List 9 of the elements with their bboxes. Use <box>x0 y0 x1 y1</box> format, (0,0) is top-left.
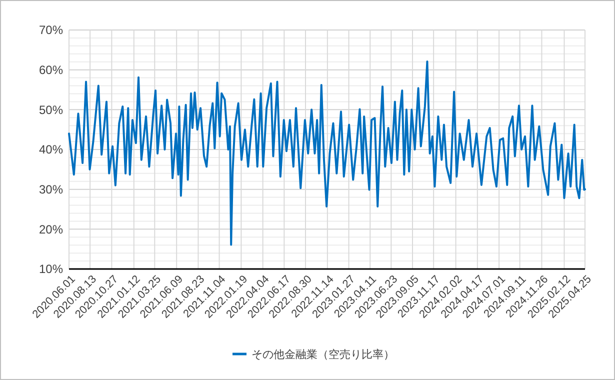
y-tick-label: 30% <box>38 182 64 197</box>
y-tick-label: 40% <box>38 142 64 157</box>
y-tick-label: 60% <box>38 63 64 78</box>
line-series <box>68 60 586 246</box>
y-tick-label: 20% <box>38 222 64 236</box>
y-tick-label: 10% <box>38 262 64 276</box>
legend-label: その他金融業（空売り比率） <box>252 348 394 361</box>
y-tick-label: 50% <box>38 102 64 117</box>
y-tick-label: 70% <box>38 23 64 38</box>
